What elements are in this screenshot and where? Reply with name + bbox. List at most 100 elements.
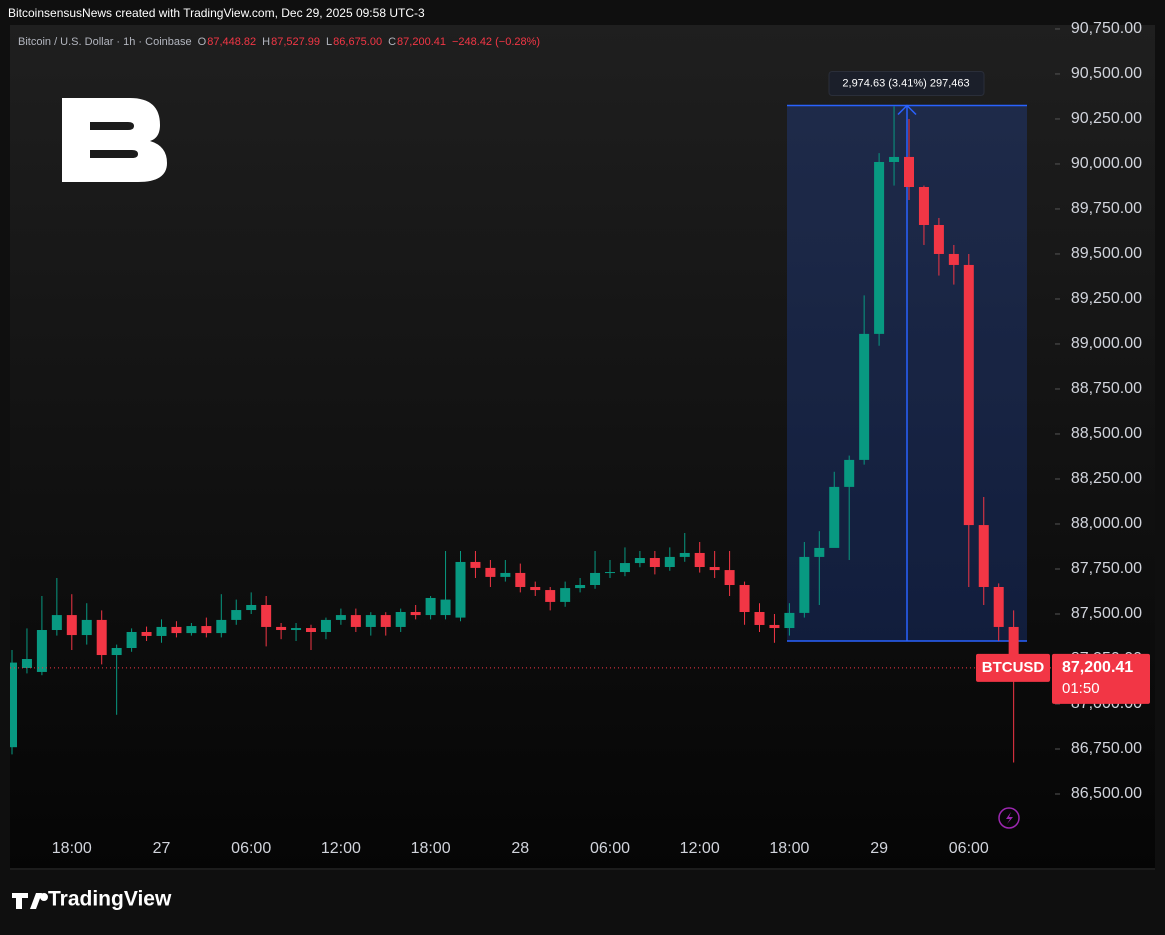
candle-body [605,572,615,574]
candle-body [410,612,421,616]
candle-body [276,626,287,631]
candle-body [590,572,601,586]
candle-body [560,588,571,602]
candle-body [978,525,989,587]
candle-body [365,615,376,627]
candle-body [530,586,541,591]
watermark-logo [62,98,167,182]
countdown: 01:50 [1062,680,1100,697]
candle-body [784,612,795,629]
candle-body [769,624,780,629]
y-tick-label: 90,750.00 [1071,20,1142,37]
candle-body [814,547,825,557]
x-tick-label: 27 [153,840,171,857]
candle-body [664,556,675,568]
title: Bitcoin / U.S. Dollar · 1h · Coinbase [18,36,192,48]
candle-body [918,187,929,225]
price-label-bg [1052,653,1150,704]
x-tick-label: 18:00 [52,840,92,857]
x-tick-label: 06:00 [231,840,271,857]
y-tick-label: 90,250.00 [1071,110,1142,127]
candle-body [829,486,840,548]
candle-body [619,563,630,573]
legend-value: 87,200.41 [397,36,446,48]
candle-body [126,631,137,649]
y-tick-label: 88,500.00 [1071,425,1142,442]
x-tick-label: 12:00 [321,840,361,857]
candle-body [500,572,511,577]
candle-body [799,556,810,613]
candle-body [844,459,855,487]
candle-body [246,604,257,611]
legend-value: 87,527.99 [271,36,320,48]
legend-value: 86,675.00 [333,36,382,48]
candle-body [10,662,17,748]
candle-body [320,619,331,632]
y-tick-label: 89,000.00 [1071,335,1142,352]
candle-body [739,585,750,613]
y-tick-label: 87,500.00 [1071,605,1142,622]
candle-body [993,586,1004,627]
candle-body [709,567,720,571]
candle-body [874,161,885,334]
x-tick-label: 06:00 [949,840,989,857]
candle-body [186,626,197,634]
assistant-icon [998,807,1020,829]
x-tick-label: 28 [511,840,529,857]
legend-key: L [326,36,332,48]
price-label: 87,200.41 [1062,659,1133,676]
header: BitcoinsensusNews created with TradingVi… [8,6,425,20]
legend-value: 87,448.82 [207,36,256,48]
y-tick-label: 90,000.00 [1071,155,1142,172]
legend-key: O [198,36,207,48]
candle-body [754,612,765,625]
candle-body [889,156,900,162]
x-tick-label: 18:00 [411,840,451,857]
candle-body [963,264,974,526]
candle-body [694,552,705,568]
y-tick-label: 89,250.00 [1071,290,1142,307]
candle-body [440,599,451,616]
candle-body [51,615,62,631]
candle-body [545,590,556,602]
candle-body [425,597,436,616]
y-tick-label: 88,250.00 [1071,470,1142,487]
candle-body [724,570,735,586]
measure-label-bg [828,71,985,97]
x-tick-label: 18:00 [769,840,809,857]
candle-body [455,561,466,618]
symbol-label-bg [976,653,1050,682]
y-tick-label: 88,750.00 [1071,380,1142,397]
candle-body [231,610,242,620]
candle-body [485,567,496,577]
candle-body [36,630,47,672]
legend-key: H [262,36,270,48]
legend-key: C [388,36,396,48]
candle-body [904,156,914,188]
candle-body [335,615,346,620]
candle-body [156,626,167,636]
candle-body [261,604,272,627]
candle-body [81,619,92,636]
candle-body [634,558,645,564]
candle-body [933,224,944,254]
y-tick-label: 89,750.00 [1071,200,1142,217]
candle-body [291,628,302,631]
candle-body [201,626,212,634]
footer-logo [12,893,48,909]
candle-body [350,615,361,627]
candle-body [395,612,406,627]
y-tick-label: 90,500.00 [1071,65,1142,82]
y-tick-label: 89,500.00 [1071,245,1142,262]
x-tick-label: 29 [870,840,888,857]
candle-body [306,628,316,632]
candle-body [141,631,152,636]
x-tick-label: 12:00 [680,840,720,857]
measure-label: 2,974.63 (3.41%) 297,463 [842,77,969,89]
candle-body [96,619,107,656]
y-tick-label: 86,500.00 [1071,785,1142,802]
candle-body [66,615,77,636]
measure-arrowhead [897,104,917,116]
